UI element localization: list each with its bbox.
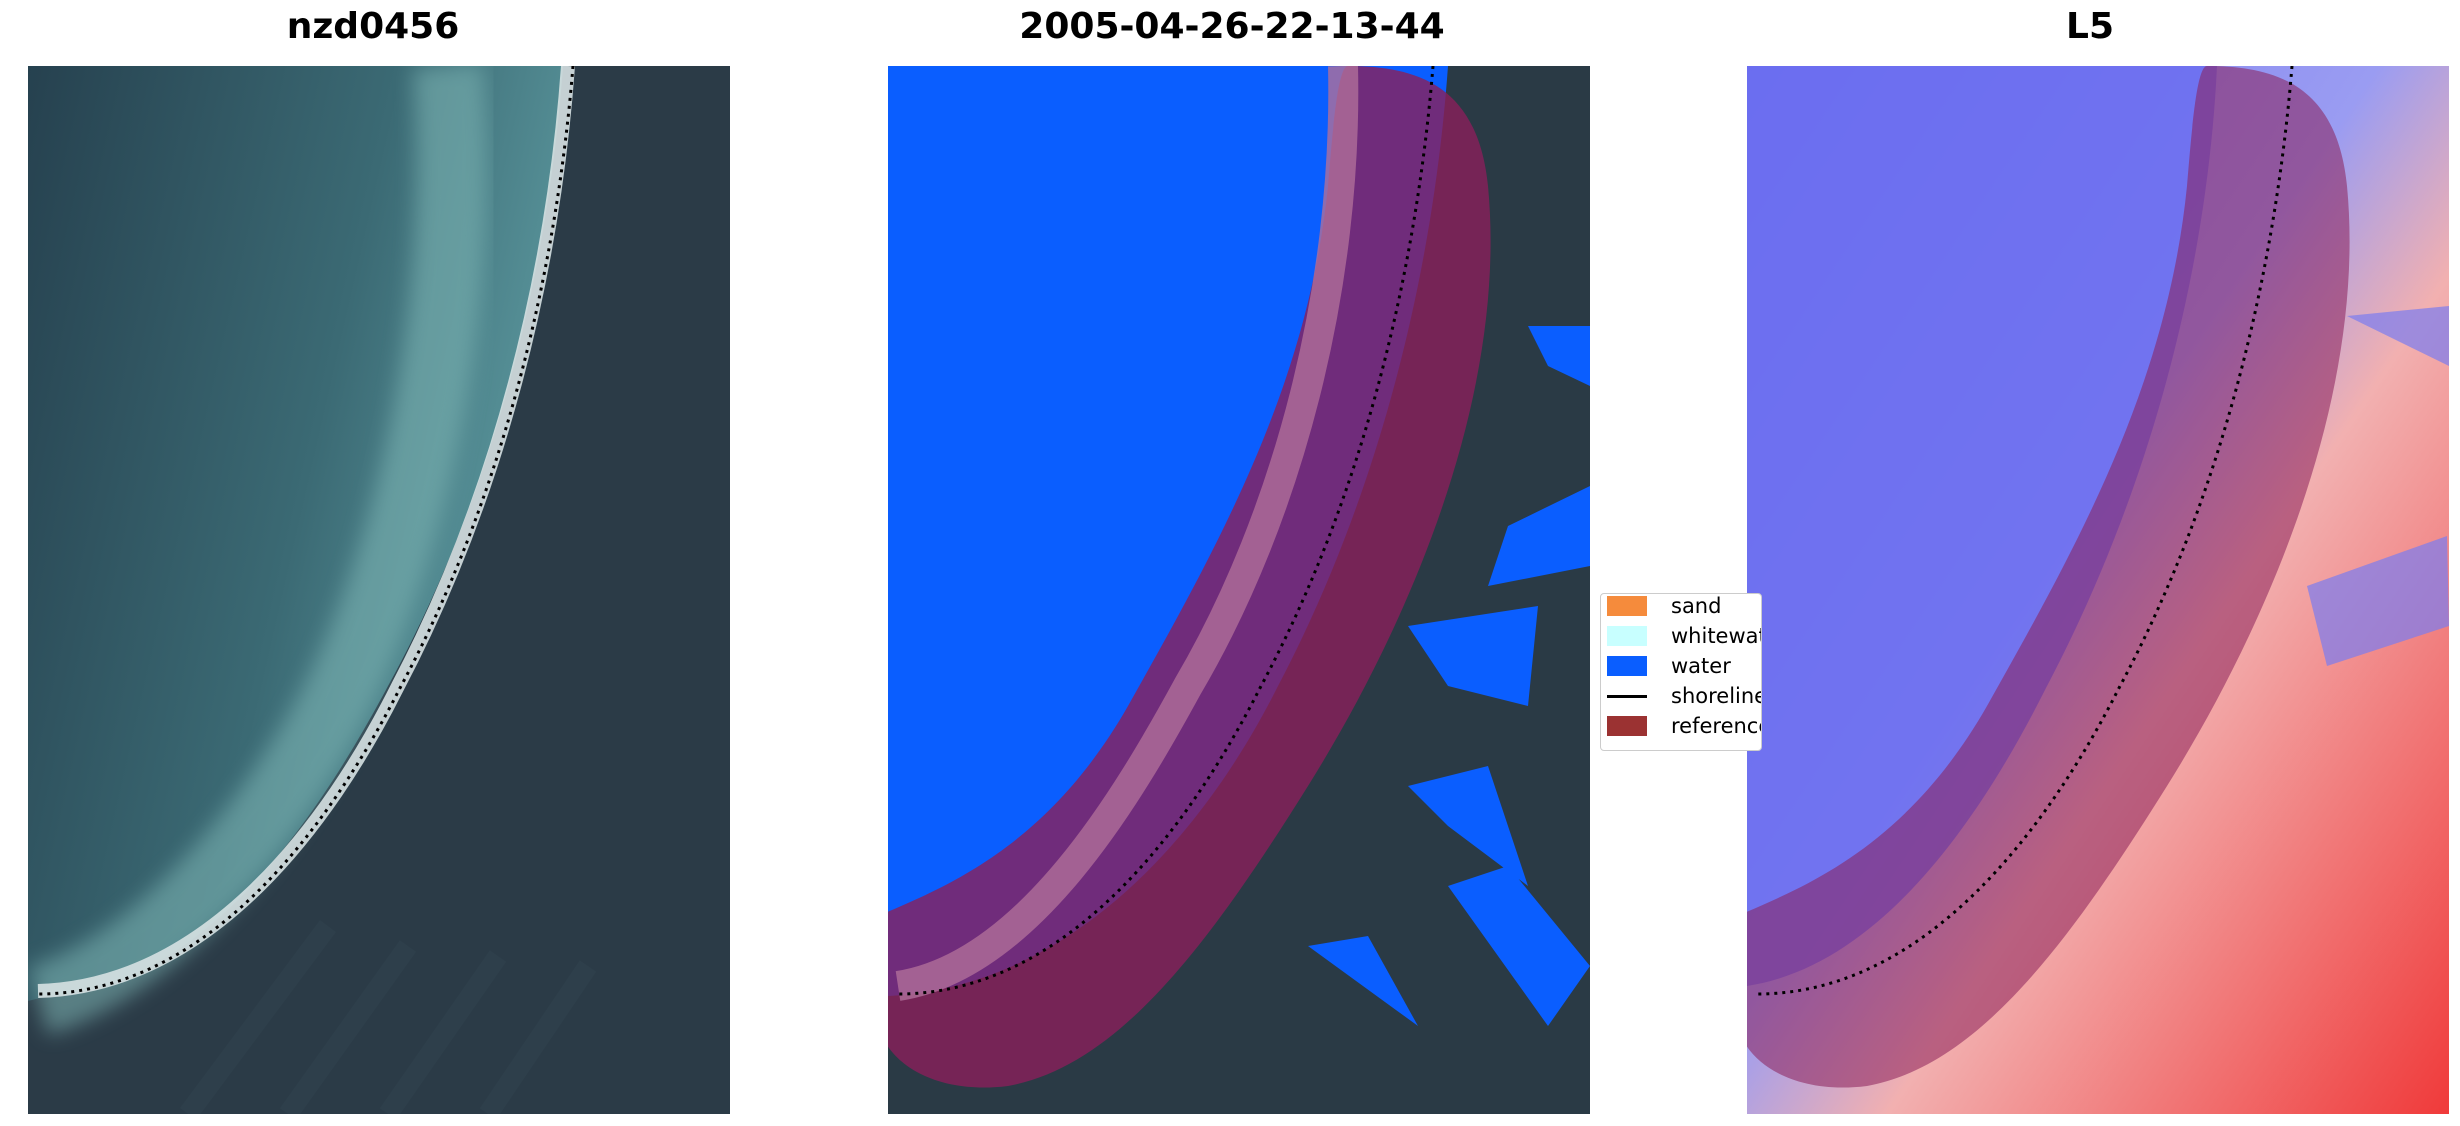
- legend-swatch-sand: [1607, 596, 1647, 616]
- legend-item-sand: sand: [1607, 594, 1721, 618]
- legend-swatch-water: [1607, 656, 1647, 676]
- panel-title-classified: 2005-04-26-22-13-44: [1019, 6, 1445, 47]
- classified-image-panel: [888, 66, 1590, 1114]
- reference-buffer: [1747, 66, 2350, 1088]
- water-index-area: [1747, 66, 2217, 986]
- legend-swatch-reference: [1607, 716, 1647, 736]
- legend-item-reference: reference: [1607, 714, 1761, 738]
- legend-line-shoreline: [1607, 694, 1647, 698]
- shoreline-line: [897, 66, 1435, 996]
- legend-item-water: water: [1607, 654, 1731, 678]
- legend: sand whitewater water shoreline referenc…: [1600, 593, 1762, 751]
- legend-item-shoreline: shoreline: [1607, 684, 1761, 708]
- shoreline-line: [37, 66, 575, 996]
- index-image-panel: [1747, 66, 2449, 1114]
- reference-buffer: [888, 66, 1491, 1088]
- panel-title-index: L5: [2066, 6, 2114, 47]
- legend-swatch-whitewater: [1607, 626, 1647, 646]
- shoreline-line: [1756, 66, 2294, 996]
- beach-strip: [37, 66, 575, 998]
- rgb-image-panel: [28, 66, 730, 1114]
- panel-title-rgb: nzd0456: [286, 6, 460, 47]
- legend-item-whitewater: whitewater: [1607, 624, 1761, 648]
- water-class-area: [888, 66, 1448, 996]
